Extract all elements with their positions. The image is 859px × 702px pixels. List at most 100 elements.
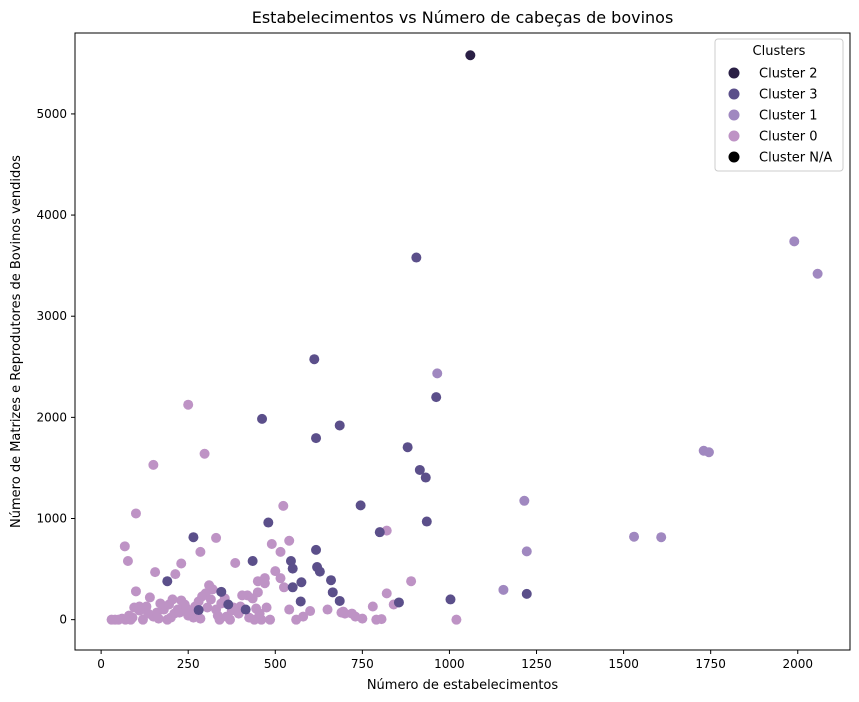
data-point [162,614,173,625]
legend-marker [728,130,740,142]
data-point [327,587,338,598]
data-point [170,569,181,580]
data-point [257,413,268,424]
data-point [199,448,210,459]
x-tick-label: 1250 [521,657,552,671]
data-point [211,532,222,543]
data-point [106,614,117,625]
data-point [284,535,295,546]
data-point [261,602,272,613]
legend-marker [728,109,740,121]
y-tick-label: 3000 [36,309,67,323]
data-point [326,575,337,586]
data-point [254,608,265,619]
data-point [266,538,277,549]
legend-entry-label: Cluster 0 [759,130,818,145]
data-point [162,576,173,587]
data-point [334,420,345,431]
legend-marker [728,88,740,100]
data-point [789,236,800,247]
data-point [247,593,258,604]
y-tick-label: 4000 [36,208,67,222]
chart-title: Estabelecimentos vs Número de cabeças de… [252,8,674,27]
data-point [195,546,206,557]
data-point [287,582,298,593]
legend-entry-label: Cluster 1 [759,109,818,124]
x-tick-label: 750 [351,657,374,671]
data-point [656,532,667,543]
data-point [314,566,325,577]
y-axis: 0 1000 2000 3000 4000 5000 [36,107,75,627]
data-point [130,508,141,519]
data-point [521,546,532,557]
data-point [275,573,286,584]
series-cluster-0 [106,399,462,625]
data-point [311,433,322,444]
data-point [296,577,307,588]
data-point [291,614,302,625]
data-point [134,601,145,612]
data-point [122,555,133,566]
data-point [451,614,462,625]
data-point [519,495,530,506]
legend-marker [728,151,740,163]
data-point [374,527,385,538]
data-point [521,588,532,599]
data-point [703,447,714,458]
data-point [309,354,320,365]
data-point [263,517,274,528]
x-tick-label: 1500 [608,657,639,671]
data-point [144,592,155,603]
data-point [278,582,289,593]
data-point [338,606,349,617]
legend-entry-label: Cluster 3 [759,88,818,103]
data-point [148,459,159,470]
data-point [445,594,456,605]
data-point [237,590,248,601]
data-point [212,610,223,621]
plot-area [74,32,851,651]
y-tick-label: 2000 [36,410,67,424]
data-point [119,541,130,552]
data-point [322,604,333,615]
legend-marker [728,67,740,79]
y-axis-label: Número de Matrizes e Reprodutores de Bov… [9,155,24,528]
data-point [284,604,295,615]
data-point [202,602,213,613]
data-point [305,606,316,617]
data-point [153,613,164,624]
data-point [204,580,215,591]
data-point [346,608,357,619]
data-point [181,603,192,614]
data-point [393,597,404,608]
data-point [295,596,306,607]
data-point [275,546,286,557]
x-tick-label: 0 [97,657,105,671]
series-cluster-1 [432,236,823,595]
y-tick-label: 5000 [36,107,67,121]
data-point [176,558,187,569]
legend: Clusters Cluster 2 Cluster 3 Cluster 1 Clust… [714,38,844,172]
data-point [278,500,289,511]
x-axis: 0 250 500 750 1000 1250 1500 1750 2000 [97,650,813,671]
data-point [355,500,366,511]
x-tick-label: 500 [264,657,287,671]
x-axis-label: Número de estabelecimentos [367,678,559,693]
data-point [420,472,431,483]
data-point [183,399,194,410]
plot-frame [74,32,851,651]
data-point [285,555,296,566]
series-cluster-2 [465,50,476,61]
y-tick-label: 0 [59,613,67,627]
data-point [465,50,476,61]
data-point [259,578,270,589]
data-point [240,604,251,615]
data-point [205,594,216,605]
data-point [414,464,425,475]
data-point [167,594,178,605]
legend-entry-label: Cluster N/A [759,151,832,166]
data-point [287,563,298,574]
data-point [270,566,281,577]
